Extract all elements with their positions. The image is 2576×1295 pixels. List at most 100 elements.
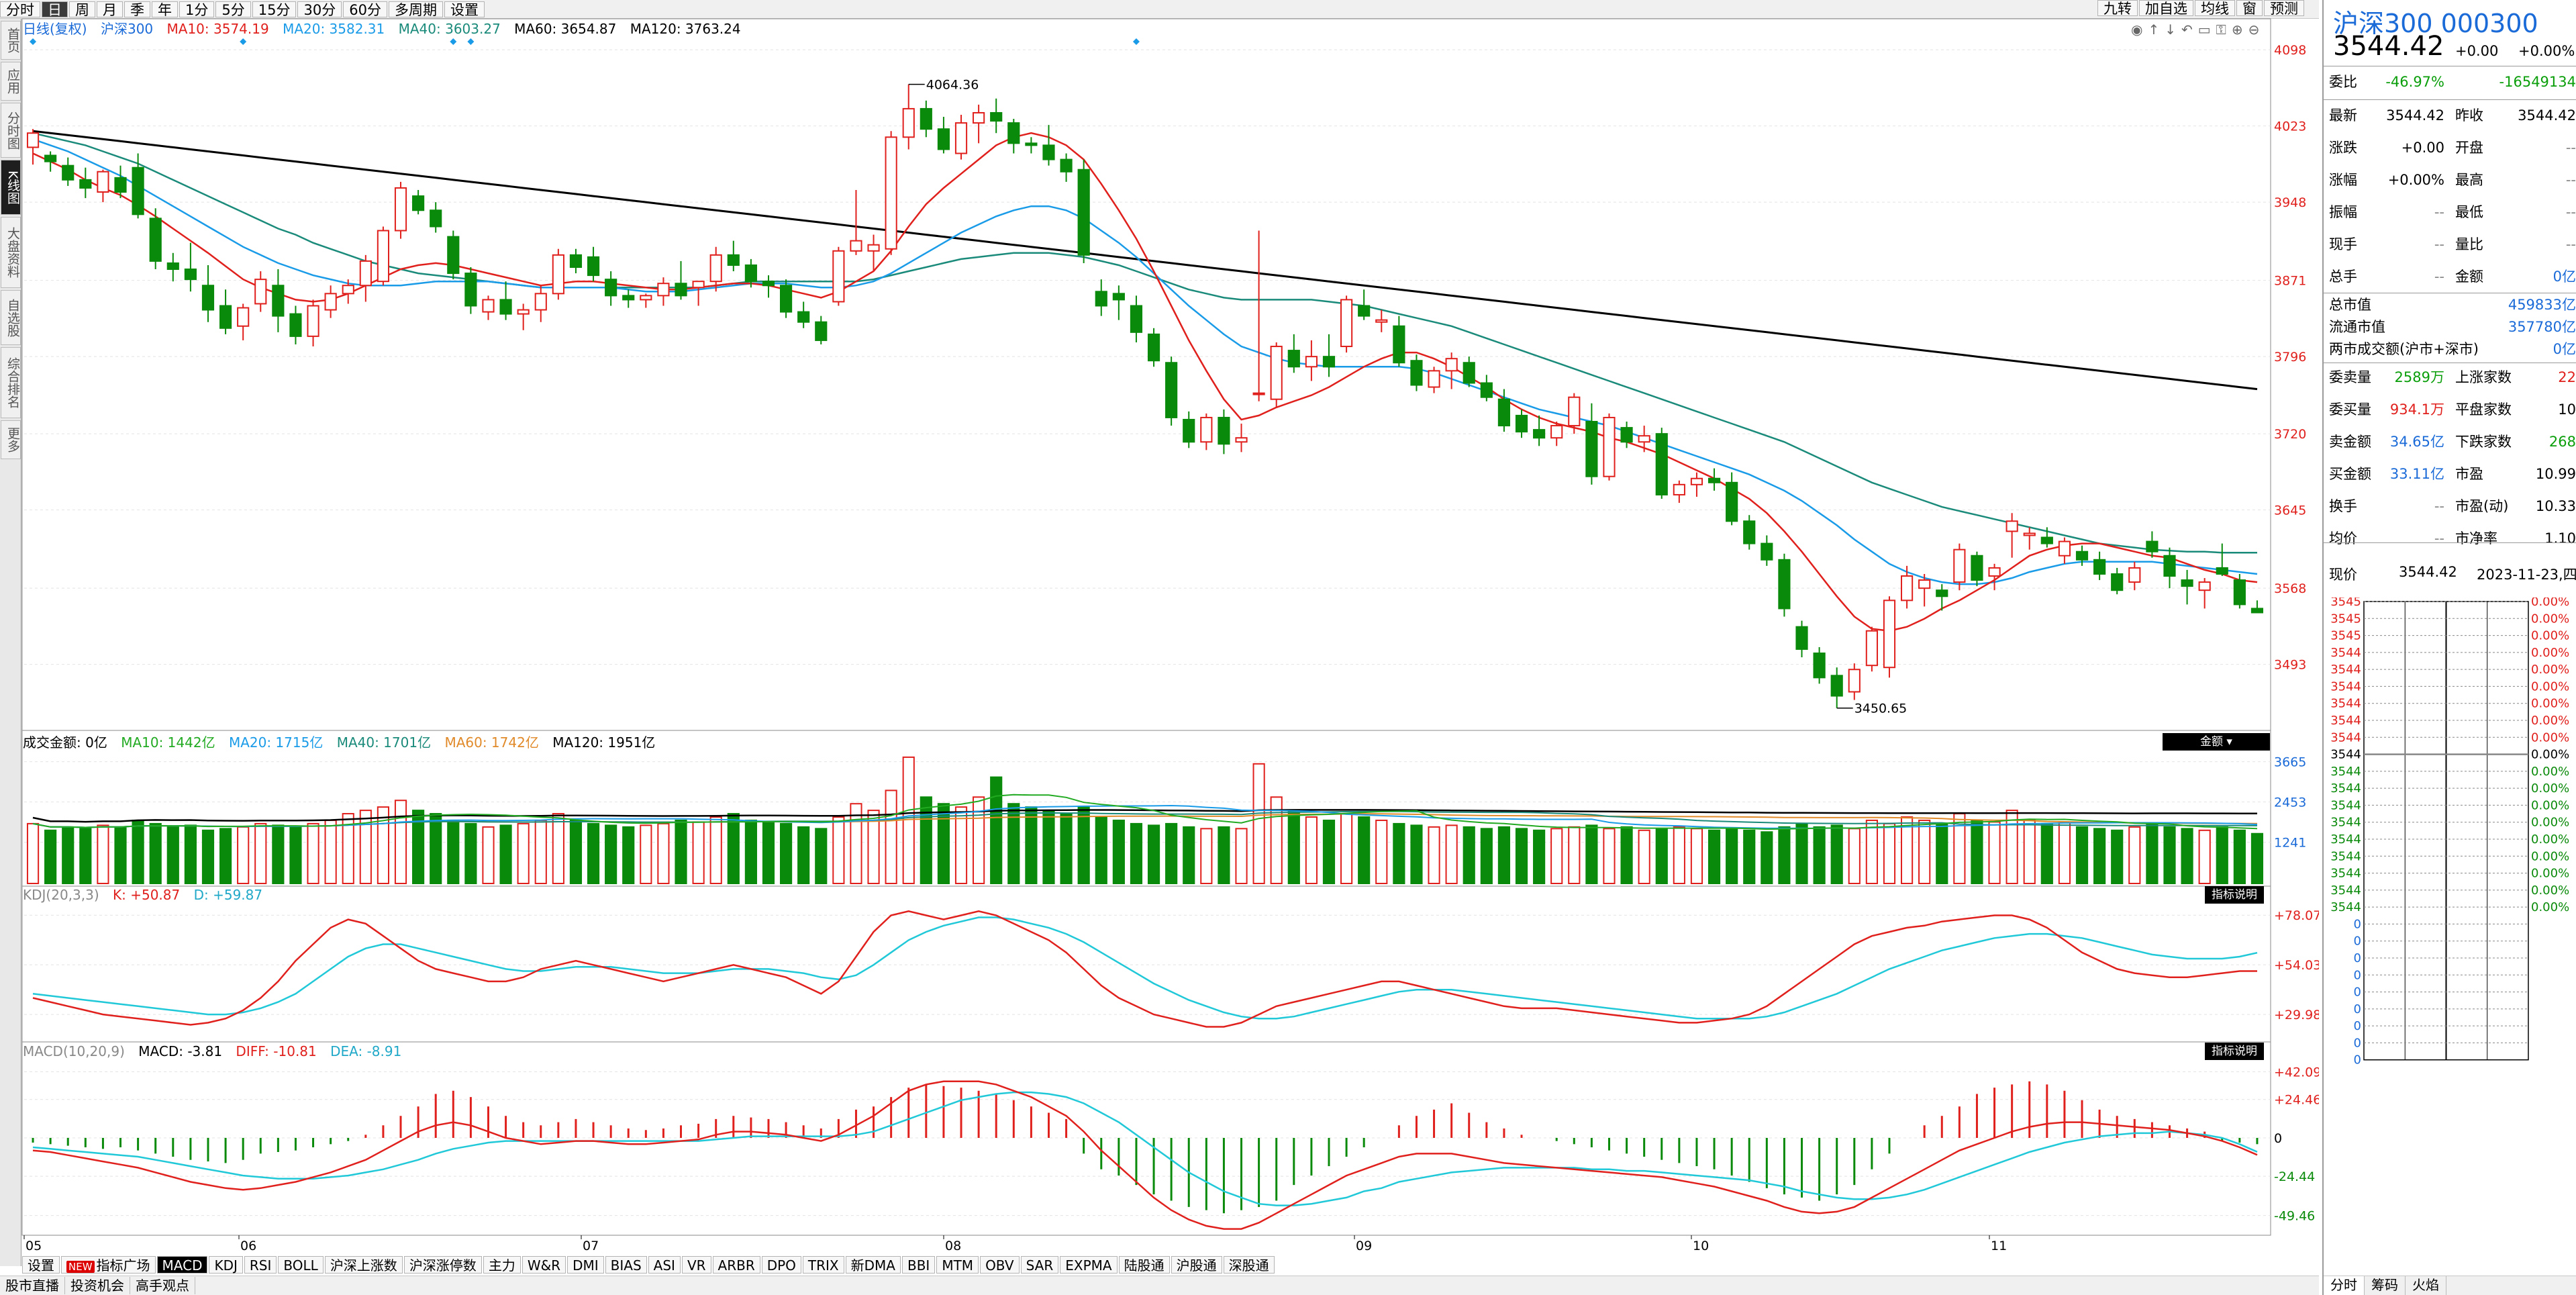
- indicator-tab[interactable]: BIAS: [605, 1256, 647, 1274]
- volume-bar: [1918, 819, 1931, 884]
- quote-value: 2589万: [2394, 369, 2444, 385]
- sidebar-item[interactable]: 综合排名: [1, 347, 21, 418]
- volume-axis-label: 2453: [2274, 796, 2306, 810]
- period-tab[interactable]: 年: [152, 1, 178, 18]
- volume-axis-label: 3665: [2274, 755, 2306, 770]
- period-tab[interactable]: 1分: [179, 1, 215, 18]
- legend-ma120: MA120: 3763.24: [630, 21, 741, 37]
- kline-chart[interactable]: 4098 4023 3948 3871 3796 3720 3645 3568 3493 4064…: [0, 0, 2319, 1295]
- quote-panel-tab[interactable]: 筹码: [2365, 1276, 2406, 1295]
- sidebar-item[interactable]: 自选股: [1, 290, 21, 345]
- indicator-tab[interactable]: MTM: [936, 1256, 979, 1274]
- candle: [184, 269, 197, 281]
- indicator-tab[interactable]: RSI: [244, 1256, 277, 1274]
- indicator-tab[interactable]: BBI: [901, 1256, 936, 1274]
- volume-bar: [885, 789, 897, 885]
- indicator-tab[interactable]: TRIX: [802, 1256, 844, 1274]
- volume-bar: [973, 796, 985, 885]
- toolbar-right-tab[interactable]: 九转: [2097, 0, 2138, 17]
- arrow-down-icon[interactable]: ↓: [2165, 21, 2176, 38]
- info-bar-item[interactable]: 投资机会: [65, 1277, 130, 1294]
- indicator-tab[interactable]: KDJ: [209, 1256, 243, 1274]
- macd-help-button[interactable]: 指标说明: [2205, 1043, 2264, 1060]
- indicator-tab[interactable]: BOLL: [278, 1256, 324, 1274]
- volume-bar: [954, 806, 968, 885]
- undo-icon[interactable]: ↶: [2181, 21, 2193, 38]
- period-tab[interactable]: 月: [97, 1, 123, 18]
- volume-bar: [254, 822, 267, 885]
- period-tab[interactable]: 60分: [343, 1, 387, 18]
- indicator-tab[interactable]: 沪深涨停数: [403, 1256, 482, 1274]
- candle: [797, 311, 810, 323]
- volume-bar: [464, 822, 477, 885]
- sidebar-item[interactable]: 应用: [1, 62, 21, 101]
- eye-icon[interactable]: ◉: [2131, 21, 2143, 38]
- quote-panel-tab[interactable]: 分时: [2324, 1276, 2365, 1295]
- indicator-tab[interactable]: MACD: [156, 1256, 208, 1274]
- indicator-tab[interactable]: NEW 指标广场: [61, 1256, 156, 1274]
- period-tab[interactable]: 15分: [252, 1, 297, 18]
- volume-mode-dropdown[interactable]: 金额 ▾: [2163, 733, 2270, 751]
- toolbar-right-tab[interactable]: 预测: [2264, 0, 2304, 17]
- volume-bar: [1673, 826, 1685, 884]
- sidebar-item[interactable]: K线图: [1, 160, 21, 215]
- candle: [219, 305, 232, 329]
- sidebar-item[interactable]: 更多: [1, 420, 21, 459]
- indicator-tab[interactable]: 沪股通: [1171, 1256, 1222, 1274]
- toolbar-right-tab[interactable]: 加自选: [2139, 0, 2193, 17]
- indicator-tab-label: ASI: [653, 1257, 675, 1274]
- quote-label: 市盈(动): [2455, 498, 2509, 514]
- quote-panel-tab[interactable]: 火焰: [2406, 1276, 2446, 1295]
- indicator-tab[interactable]: SAR: [1020, 1256, 1059, 1274]
- volume-bar: [1726, 828, 1738, 884]
- indicator-tab[interactable]: 沪深上涨数: [324, 1256, 403, 1274]
- period-tab[interactable]: 设置: [444, 1, 485, 18]
- indicator-tab[interactable]: OBV: [980, 1256, 1020, 1274]
- period-tab[interactable]: 5分: [215, 1, 251, 18]
- zoom-out-icon[interactable]: ⊖: [2248, 21, 2260, 38]
- toolbar-right-tab[interactable]: 均线: [2195, 0, 2235, 17]
- indicator-tab[interactable]: VR: [681, 1256, 711, 1274]
- toolbar-right-tab[interactable]: 窗: [2236, 0, 2263, 17]
- indicator-tab[interactable]: 主力: [483, 1256, 521, 1274]
- quote-value: --: [2565, 236, 2576, 252]
- period-tab[interactable]: 日: [42, 1, 68, 18]
- sidebar-item[interactable]: 大盘资料: [1, 217, 21, 288]
- info-bar-item[interactable]: 股市直播: [0, 1277, 65, 1294]
- indicator-tab[interactable]: 陆股通: [1118, 1256, 1170, 1274]
- save-icon[interactable]: ▭: [2197, 21, 2211, 38]
- quote-label: 均价: [2329, 530, 2357, 546]
- period-tab[interactable]: 周: [69, 1, 95, 18]
- candle: [1638, 435, 1650, 443]
- period-tab[interactable]: 30分: [297, 1, 342, 18]
- indicator-tab[interactable]: EXPMA: [1060, 1256, 1118, 1274]
- event-marker: [1132, 38, 1140, 45]
- indicator-tab[interactable]: ARBR: [712, 1256, 760, 1274]
- indicator-tab[interactable]: DPO: [761, 1256, 801, 1274]
- period-tab[interactable]: 分时: [0, 1, 40, 18]
- kdj-help-button[interactable]: 指标说明: [2205, 886, 2264, 904]
- indicator-tab-label: RSI: [249, 1257, 272, 1274]
- volume-bar: [1480, 828, 1493, 884]
- sidebar-item[interactable]: 首页: [1, 21, 21, 60]
- indicator-tab[interactable]: 新DMA: [845, 1256, 901, 1274]
- info-bar-item[interactable]: 高手观点: [130, 1277, 195, 1294]
- lock-icon[interactable]: ⚿: [2216, 21, 2226, 38]
- period-tab[interactable]: 多周期: [388, 1, 443, 18]
- indicator-tab[interactable]: ASI: [648, 1256, 681, 1274]
- market-cap-label: 流通市值: [2329, 319, 2385, 335]
- quote-label: 买金额: [2329, 466, 2371, 482]
- candle: [1007, 122, 1020, 144]
- indicator-tab[interactable]: 设置: [22, 1256, 60, 1274]
- sidebar-item[interactable]: 分时图: [1, 103, 21, 158]
- quote-label: 上涨家数: [2455, 369, 2512, 385]
- indicator-tab[interactable]: DMI: [567, 1256, 604, 1274]
- quote-row: 卖金额 34.65亿 下跌家数 268: [2329, 427, 2576, 457]
- arrow-up-icon[interactable]: ↑: [2148, 21, 2160, 38]
- zoom-in-icon[interactable]: ⊕: [2231, 21, 2243, 38]
- volume-bar: [727, 813, 740, 885]
- indicator-tab[interactable]: 深股通: [1223, 1256, 1275, 1274]
- period-tab[interactable]: 季: [124, 1, 150, 18]
- indicator-tab[interactable]: W&R: [522, 1256, 566, 1274]
- indicator-tab-label: 指标广场: [96, 1257, 150, 1274]
